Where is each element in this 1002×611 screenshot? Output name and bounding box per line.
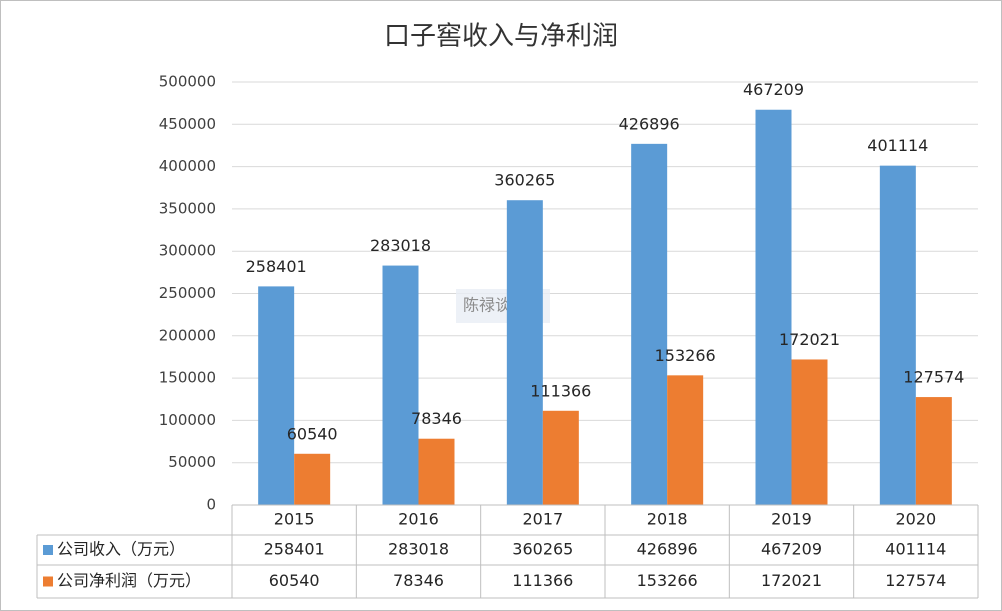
x-tick-label: 2015 [274, 510, 315, 529]
y-tick-label: 150000 [159, 369, 216, 387]
data-label: 360265 [494, 171, 555, 190]
data-label: 258401 [246, 257, 307, 276]
y-tick-label: 50000 [168, 453, 216, 471]
y-tick-label: 450000 [159, 115, 216, 133]
data-label: 111366 [530, 381, 591, 400]
y-tick-label: 250000 [159, 284, 216, 302]
data-label: 172021 [779, 330, 840, 349]
bar [506, 200, 543, 505]
bar [418, 438, 455, 505]
y-tick-label: 300000 [159, 242, 216, 260]
x-tick-label: 2016 [398, 510, 439, 529]
x-tick-label: 2019 [771, 510, 812, 529]
y-tick-label: 350000 [159, 199, 216, 217]
data-label: 127574 [903, 368, 964, 387]
table-cell: 153266 [637, 571, 698, 590]
y-tick-label: 0 [206, 496, 216, 514]
legend-label: 公司净利润（万元） [57, 571, 201, 590]
legend-swatch [43, 545, 53, 555]
table-cell: 283018 [388, 540, 449, 559]
bar [791, 359, 828, 505]
data-label: 78346 [411, 409, 462, 428]
table-cell: 111366 [512, 571, 573, 590]
table-cell: 127574 [885, 571, 946, 590]
table-cell: 60540 [269, 571, 320, 590]
legend-label: 公司收入（万元） [57, 540, 185, 559]
bar [915, 397, 952, 505]
bar [542, 410, 579, 505]
bar [294, 453, 331, 505]
legend-swatch [43, 576, 53, 587]
table-cell: 258401 [264, 540, 325, 559]
bar [879, 165, 916, 505]
y-tick-label: 400000 [159, 157, 216, 175]
data-label: 467209 [743, 80, 804, 99]
y-tick-label: 500000 [159, 73, 216, 91]
data-label: 60540 [287, 424, 338, 443]
table-cell: 360265 [512, 540, 573, 559]
bar [631, 143, 668, 505]
data-label: 426896 [619, 114, 680, 133]
bar [755, 109, 792, 506]
bar [667, 375, 704, 505]
bar [258, 286, 295, 505]
data-label: 153266 [655, 346, 716, 365]
chart-title: 口子窖收入与净利润 [384, 22, 618, 52]
bar [382, 265, 419, 505]
data-label: 283018 [370, 236, 431, 255]
y-tick-label: 200000 [159, 326, 216, 344]
x-tick-label: 2020 [895, 510, 936, 529]
data-label: 401114 [867, 136, 928, 155]
table-cell: 426896 [637, 540, 698, 559]
table-cell: 401114 [885, 540, 946, 559]
table-cell: 78346 [393, 571, 444, 590]
y-tick-label: 100000 [159, 411, 216, 429]
table-cell: 172021 [761, 571, 822, 590]
table-cell: 467209 [761, 540, 822, 559]
x-tick-label: 2018 [647, 510, 688, 529]
x-tick-label: 2017 [522, 510, 563, 529]
